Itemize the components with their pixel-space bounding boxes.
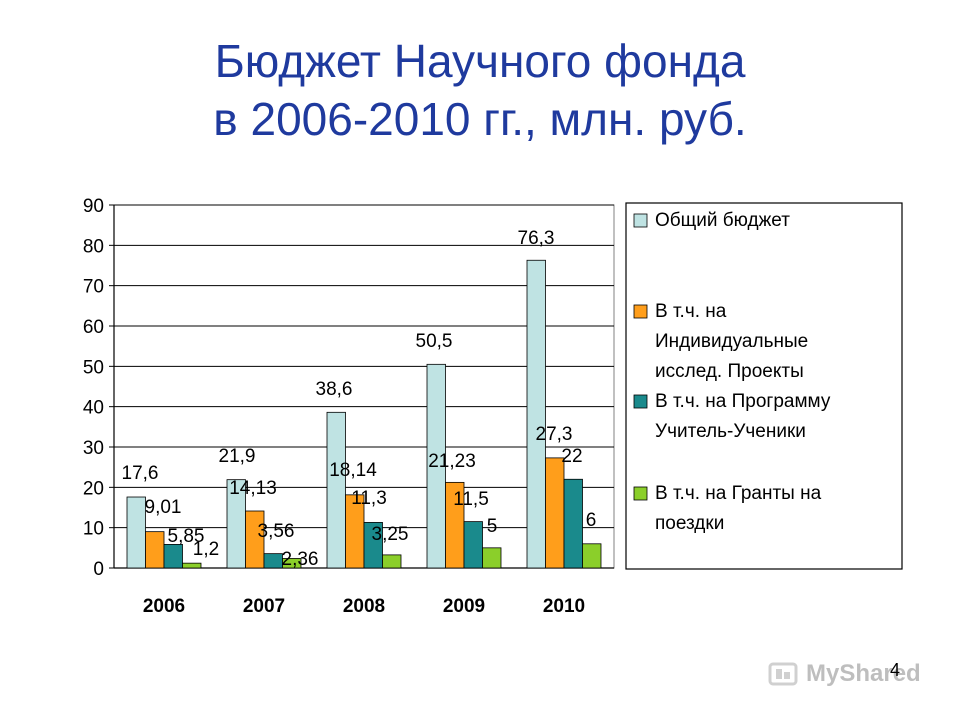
data-label: 38,6 [316, 379, 353, 400]
y-tick-label: 10 [83, 519, 104, 540]
slide-title-line-2: в 2006-2010 гг., млн. руб. [213, 93, 747, 145]
data-label: 18,14 [329, 460, 377, 481]
x-tick-label: 2010 [543, 596, 585, 617]
y-tick-label: 40 [83, 398, 104, 419]
y-tick-label: 20 [83, 478, 104, 499]
data-label: 11,3 [351, 488, 387, 509]
bar-2008-series-4 [382, 554, 402, 569]
legend-box [625, 202, 903, 570]
legend-label: В т.ч. на Программу [655, 391, 831, 412]
x-tick-label: 2009 [443, 596, 485, 617]
data-label: 76,3 [518, 228, 555, 249]
bar-2007-series-4 [282, 558, 302, 569]
x-tick-label: 2007 [243, 596, 285, 617]
data-label: 14,13 [229, 478, 277, 499]
data-label: 22 [561, 446, 582, 467]
bar-2009-series-3 [463, 521, 483, 569]
bar-2008-series-1 [326, 411, 346, 569]
data-label: 50,5 [416, 331, 453, 352]
slide-title: Бюджет Научного фонда в 2006-2010 гг., м… [0, 32, 960, 148]
data-label: 5 [487, 516, 498, 537]
data-label: 21,9 [219, 446, 256, 467]
data-label: 27,3 [536, 424, 573, 445]
bar-2010-series-1 [526, 259, 546, 569]
bar-2010-series-2 [545, 457, 565, 569]
data-label: 17,6 [122, 463, 159, 484]
y-tick-label: 50 [83, 357, 104, 378]
y-tick-label: 60 [83, 317, 104, 338]
bar-2006-series-1 [126, 496, 146, 569]
bar-2009-series-1 [426, 363, 446, 569]
legend-label: В т.ч. на Гранты на [655, 483, 822, 504]
legend-label: В т.ч. на [655, 301, 727, 322]
bar-2006-series-4 [182, 562, 202, 569]
data-label: 3,25 [372, 524, 409, 545]
x-tick-label: 2006 [143, 596, 185, 617]
data-label: 5,85 [168, 526, 205, 547]
legend-swatch [633, 394, 648, 409]
slide-title-line-1: Бюджет Научного фонда [214, 35, 746, 87]
legend-swatch [633, 213, 648, 228]
bar-2006-series-3 [163, 544, 183, 569]
bar-2007-series-2 [245, 510, 265, 569]
x-tick-label: 2008 [343, 596, 385, 617]
bar-2007-series-3 [263, 553, 283, 569]
bar-2009-series-4 [482, 547, 502, 569]
data-label: 3,56 [258, 521, 295, 542]
y-tick-label: 70 [83, 277, 104, 298]
bar-2010-series-4 [582, 543, 602, 569]
bar-2008-series-3 [363, 522, 383, 569]
legend-label: исслед. Проекты [655, 361, 804, 382]
y-tick-label: 90 [83, 196, 104, 217]
y-tick-label: 30 [83, 438, 104, 459]
legend-label: Общий бюджет [655, 210, 790, 231]
data-label: 2,36 [282, 549, 319, 570]
bar-2010-series-3 [563, 478, 583, 569]
y-tick-label: 80 [83, 236, 104, 257]
legend-label: Учитель-Ученики [655, 421, 806, 442]
legend-label: Индивидуальные [655, 331, 808, 352]
legend-swatch [633, 486, 648, 501]
watermark-logo-icon [768, 662, 798, 686]
data-label: 1,2 [193, 539, 219, 560]
data-label: 21,23 [428, 451, 476, 472]
data-label: 9,01 [145, 497, 182, 518]
bar-2006-series-2 [145, 531, 165, 569]
page-number: 4 [890, 660, 901, 680]
data-label: 6 [586, 510, 597, 531]
legend-label: поездки [655, 513, 724, 534]
y-tick-label: 0 [93, 559, 104, 580]
legend-swatch [633, 304, 648, 319]
data-label: 11,5 [453, 489, 489, 510]
watermark-text: MyShared [806, 660, 921, 687]
